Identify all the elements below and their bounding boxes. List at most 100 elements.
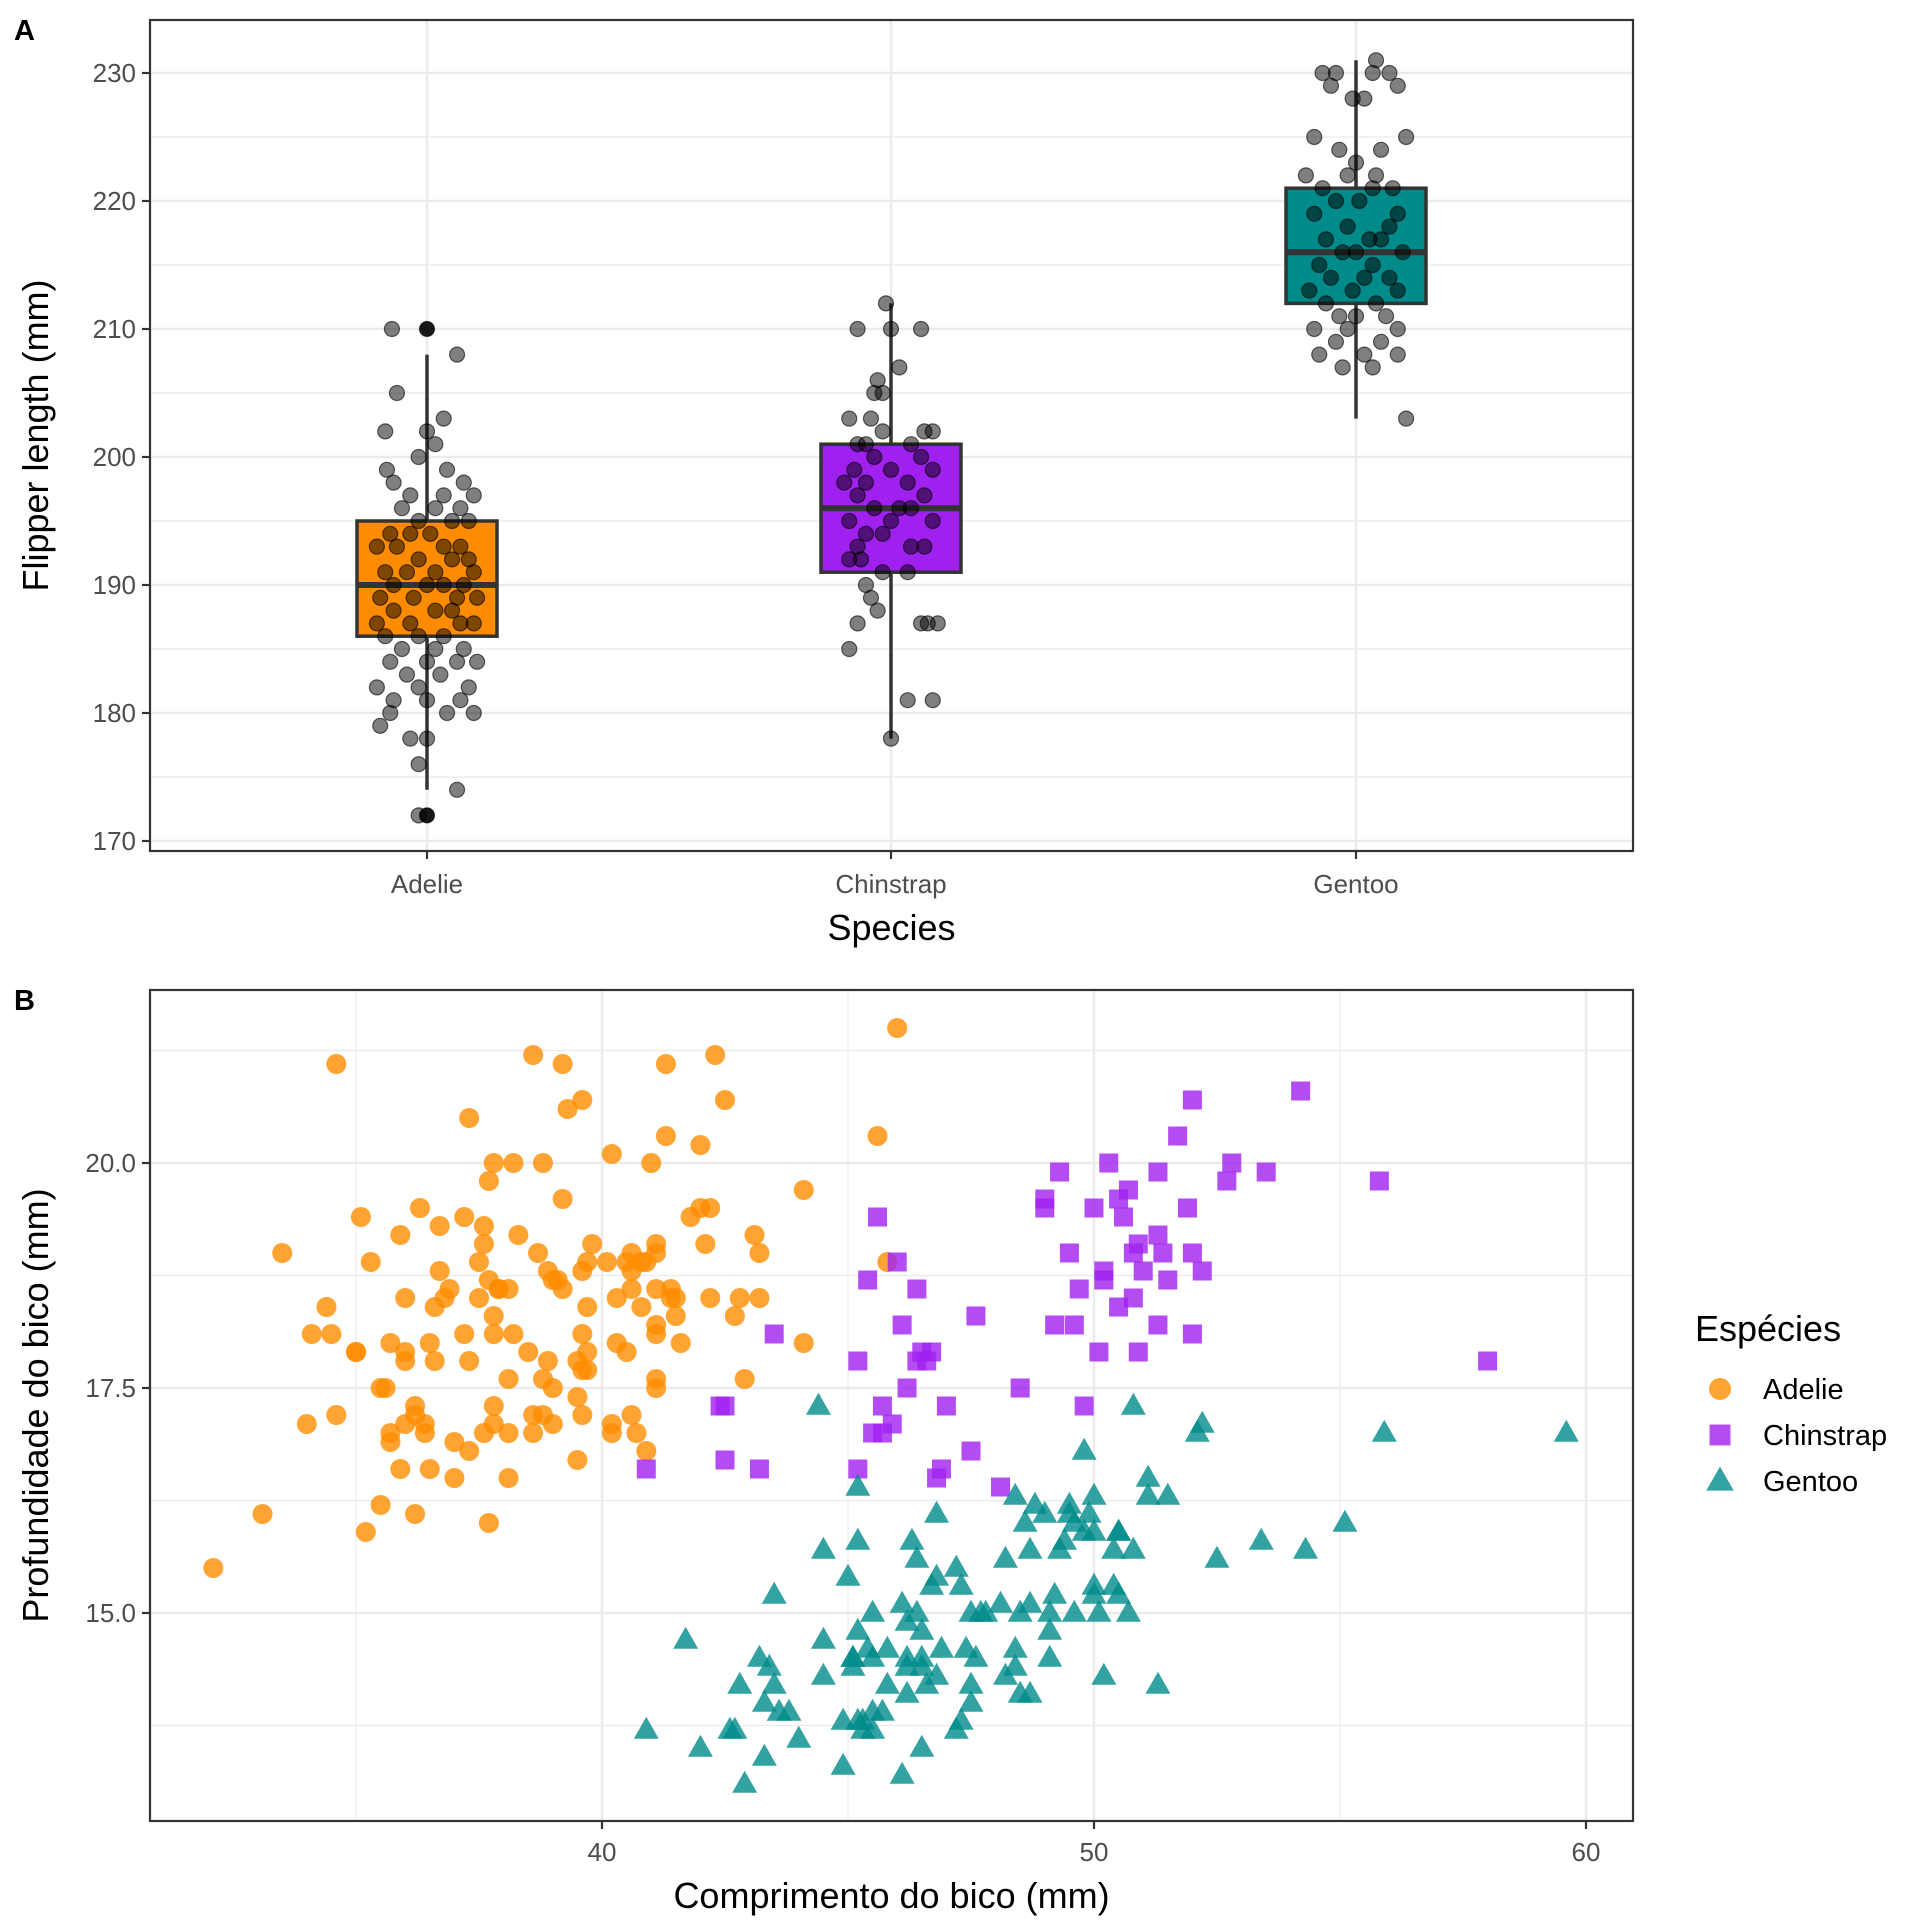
data-point [830,1752,856,1775]
data-point [1064,1315,1084,1335]
data-point [690,1135,711,1155]
jitter-point [912,320,930,338]
data-point [744,1225,765,1245]
jitter-point [849,615,866,632]
jitter-point [882,512,900,530]
x-tick-label-adelie: Adelie [391,869,463,899]
data-point [1148,1225,1168,1245]
y-tick-label: 190 [93,570,136,600]
jitter-point [1377,308,1395,325]
data-point [889,1590,915,1613]
panel-a-x-axis: Adelie Chinstrap Gentoo [391,851,1399,899]
legend-key-triangle-icon [1706,1466,1734,1491]
jitter-point [1311,256,1328,274]
panel-b-y-axis-title: Profundidade do bico (mm) [15,1188,56,1622]
jitter-point [385,576,402,594]
data-point [326,1405,347,1425]
jitter-point [1398,128,1415,146]
data-point [459,1351,480,1371]
legend-item-chinstrap: Chinstrap [1709,1420,1887,1452]
data-point [1002,1653,1028,1676]
data-point [805,1392,831,1415]
y-tick-label: 180 [93,698,136,728]
data-point [577,1342,598,1362]
data-point [1133,1261,1153,1281]
data-point [469,1252,489,1272]
jitter-point [383,320,401,338]
x-tick-label-gentoo: Gentoo [1313,869,1398,899]
jitter-point [1364,64,1381,82]
jitter-point [1389,205,1406,222]
data-point [943,1716,969,1739]
data-point [858,1270,878,1290]
jitter-point [874,423,891,440]
data-point [761,1671,787,1694]
data-point [596,1252,617,1272]
data-point [887,1252,907,1272]
jitter-point [899,474,916,491]
data-point [872,1423,892,1443]
data-point [1051,1527,1077,1550]
data-point [793,1180,814,1200]
data-point [1042,1581,1068,1604]
jitter-point [846,461,863,478]
jitter-point [1364,256,1381,274]
jitter-point [460,512,477,530]
data-point [1155,1482,1181,1505]
data-point [867,1126,888,1146]
jitter-point [1311,346,1328,363]
jitter-point [452,500,469,517]
data-point [1045,1315,1065,1335]
data-point [1293,1536,1319,1559]
data-point [296,1414,317,1434]
data-point [375,1378,396,1398]
data-point [483,1153,504,1173]
jitter-point [1347,244,1365,261]
data-point [1332,1509,1358,1532]
y-tick-label: 15.0 [85,1598,136,1628]
data-point [1118,1180,1138,1200]
data-point [532,1153,553,1173]
data-point [764,1324,784,1344]
jitter-point [874,384,891,402]
data-point [927,1468,947,1488]
data-point [1059,1243,1079,1263]
data-point [936,1396,956,1416]
data-point [636,1459,656,1479]
data-point [557,1099,578,1119]
jitter-point [418,807,436,824]
data-point [810,1662,836,1685]
data-point [958,1599,984,1622]
panel-a-y-axis-title: Flipper length (mm) [15,279,56,591]
data-point [1222,1153,1242,1173]
jitter-point [836,474,853,491]
data-point [1076,1500,1102,1523]
panel-b-x-axis-title: Comprimento do bico (mm) [673,1875,1109,1916]
jitter-point [924,512,941,530]
data-point [840,1653,866,1676]
jitter-point [1398,410,1415,427]
data-point [655,1126,676,1146]
jitter-point [410,756,427,773]
x-tick-label-chinstrap: Chinstrap [835,869,946,899]
data-point [722,1716,748,1739]
jitter-point [382,653,399,670]
data-point [872,1396,892,1416]
data-point [616,1342,637,1362]
jitter-point [418,653,436,670]
data-point [498,1468,519,1488]
data-point [673,1626,699,1649]
jitter-point [448,346,466,363]
data-point [670,1333,691,1353]
jitter-point [418,692,436,709]
data-point [641,1153,662,1173]
data-point [577,1360,598,1380]
data-point [454,1207,475,1227]
jitter-point [368,679,385,696]
jitter-point [455,640,472,658]
data-point [887,1018,908,1038]
data-point [380,1423,401,1443]
jitter-point [1306,205,1323,222]
jitter-point [388,538,406,555]
jitter-point [452,538,469,555]
